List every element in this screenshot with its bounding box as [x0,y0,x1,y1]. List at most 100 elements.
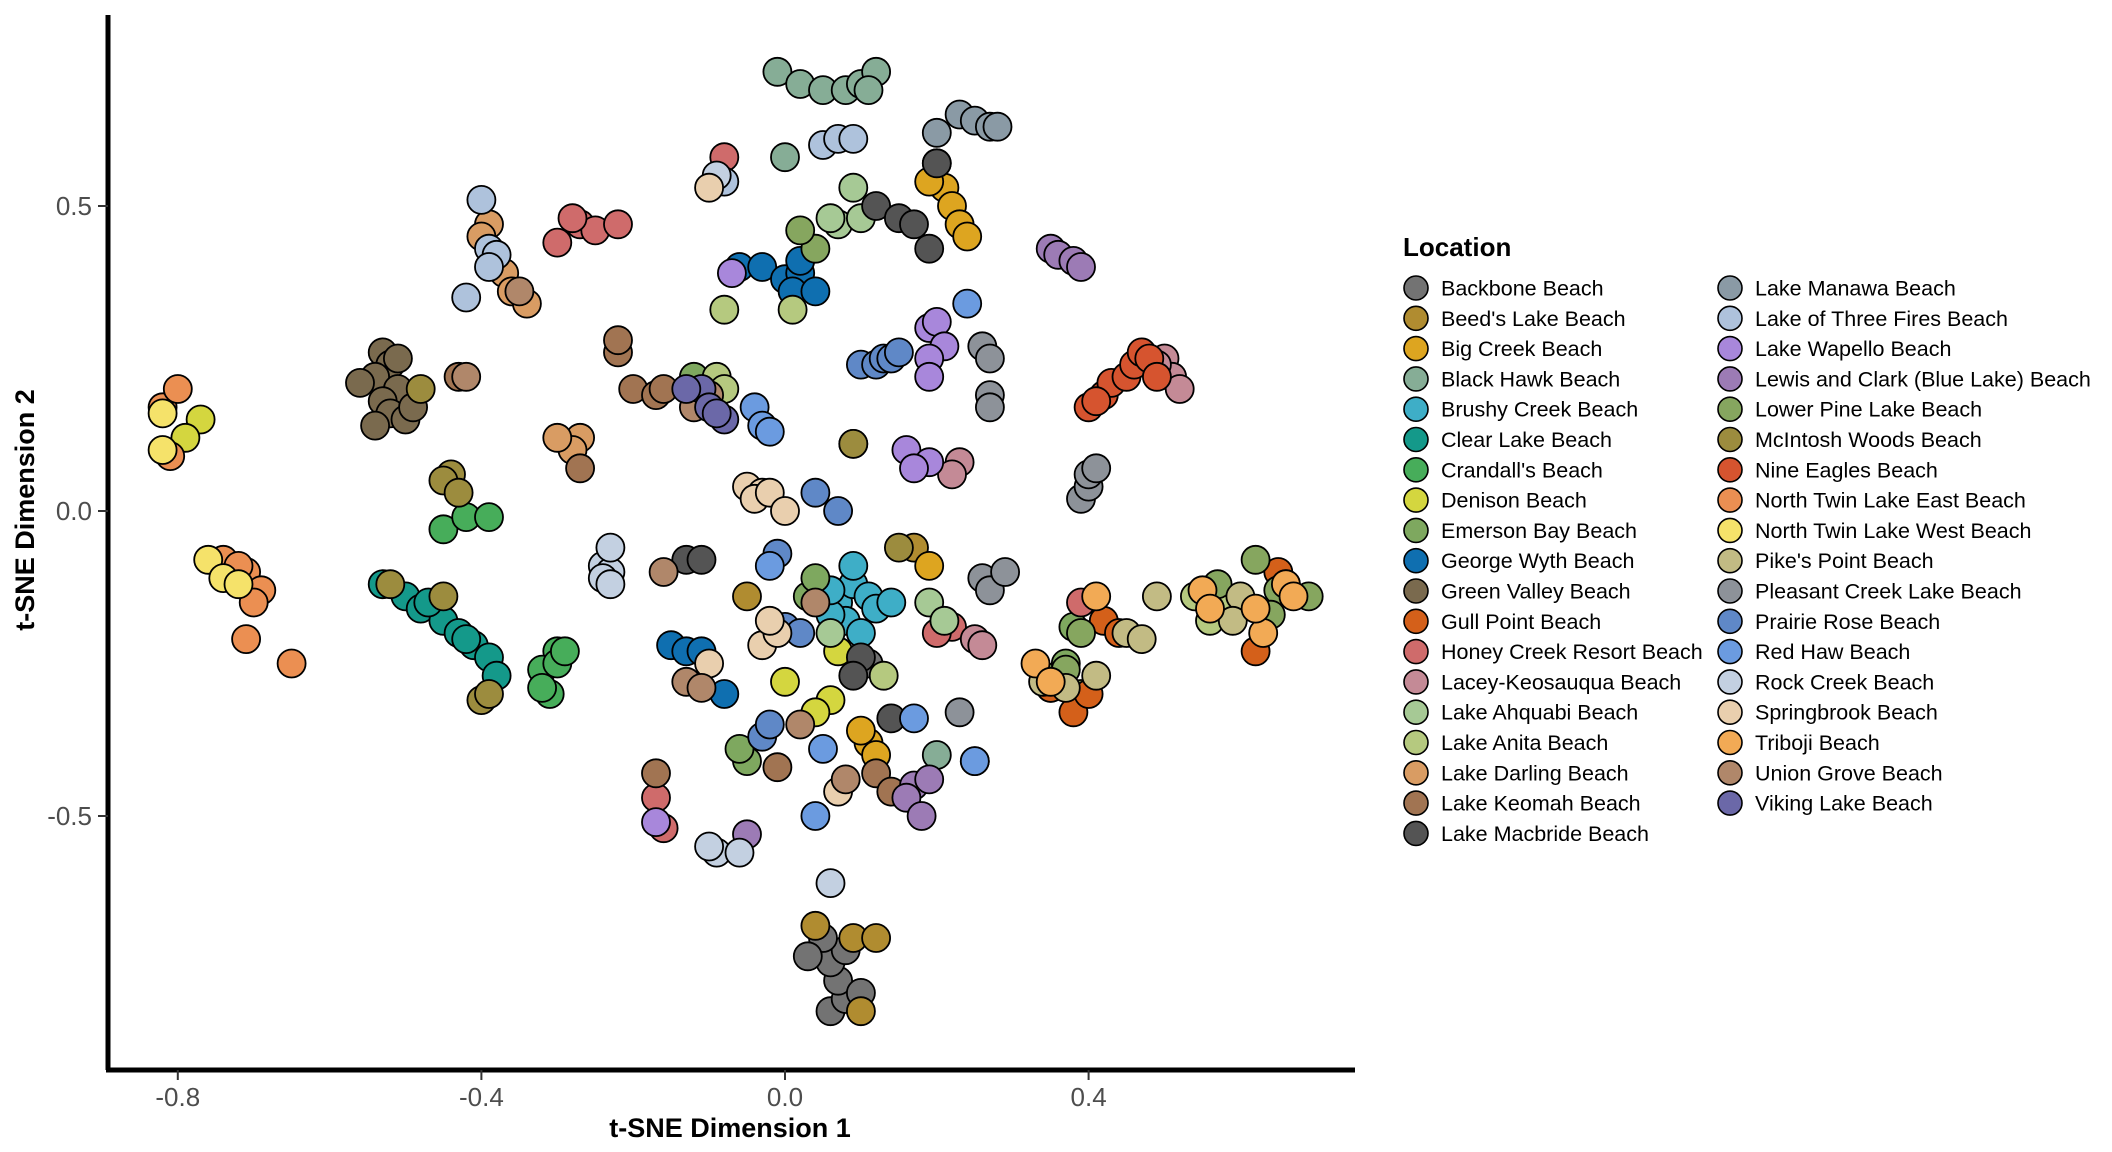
point-lower-pine-lake-beach [1240,544,1271,575]
point-rock-creek-beach [595,569,626,600]
point-lewis-and-clark-blue-lake-beach [1066,252,1096,282]
series-lake-manawa-beach [921,99,1013,148]
point-george-wyth-beach [800,276,831,307]
legend-key [1717,790,1743,816]
point-viking-lake-beach [671,374,702,404]
legend-item-lake-keomah-beach: Lake Keomah Beach [1403,790,1641,816]
point-rock-creek-beach [815,868,846,898]
point-lake-of-three-fires-beach [466,184,497,215]
point-beed-s-lake-beach [846,996,876,1027]
legend-item-lake-manawa-beach: Lake Manawa Beach [1717,275,1956,301]
point-lake-anita-beach [868,660,899,691]
legend-label: Gull Point Beach [1441,610,1601,634]
point-springbrook-beach [754,605,785,636]
point-backbone-beach [792,941,823,972]
point-big-creek-beach [914,551,945,581]
point-lake-ahquabi-beach [838,172,869,203]
series-pleasant-creek-lake-beach [944,331,1112,728]
legend-item-beed-s-lake-beach: Beed's Lake Beach [1403,305,1626,332]
point-big-creek-beach [952,221,983,252]
legend-item-union-grove-beach: Union Grove Beach [1717,759,1943,786]
legend-key [1403,669,1429,695]
point-lake-anita-beach [777,294,808,325]
point-lacey-keosauqua-beach [937,459,967,490]
point-pleasant-creek-lake-beach [1081,453,1112,484]
series-black-hawk-beach [762,56,952,770]
point-brushy-creek-beach [876,587,907,618]
point-lake-manawa-beach [921,117,952,148]
point-union-grove-beach [504,276,535,307]
legend-label: McIntosh Woods Beach [1755,428,1982,452]
legend-key [1717,366,1743,392]
legend-item-crandall-s-beach: Crandall's Beach [1403,456,1603,483]
legend-key [1403,426,1429,453]
legend-label: North Twin Lake West Beach [1755,519,2031,543]
point-lewis-and-clark-blue-lake-beach [914,764,945,795]
point-north-twin-lake-east-beach [162,374,193,404]
point-red-haw-beach [959,746,990,776]
point-lake-wapello-beach [641,807,671,837]
legend-key [1717,305,1743,332]
point-union-grove-beach [785,709,816,740]
legend-key [1403,547,1429,574]
series-union-grove-beach [451,276,861,795]
legend-key [1717,517,1743,544]
legend-item-lacey-keosauqua-beach: Lacey-Keosauqua Beach [1403,669,1681,695]
legend-item-rock-creek-beach: Rock Creek Beach [1717,669,1934,695]
legend-key [1717,759,1743,786]
legend-item-red-haw-beach: Red Haw Beach [1717,638,1910,665]
point-red-haw-beach [754,551,785,581]
point-triboji-beach [1035,666,1066,697]
legend-key [1717,669,1743,695]
point-clear-lake-beach [451,624,482,654]
legend-key [1717,729,1743,756]
series-lake-of-three-fires-beach [451,123,869,313]
legend-item-pleasant-creek-lake-beach: Pleasant Creek Lake Beach [1717,578,2022,604]
point-union-grove-beach [451,361,482,392]
legend-label: Lacey-Keosauqua Beach [1441,670,1681,694]
point-mcintosh-woods-beach [405,374,436,404]
point-beed-s-lake-beach [861,923,891,953]
point-mcintosh-woods-beach [443,477,474,508]
y-tick-label: 0.5 [56,191,92,221]
point-lake-keomah-beach [565,453,595,484]
point-pike-s-point-beach [1081,660,1112,691]
legend-key [1403,456,1429,483]
point-green-valley-beach [382,343,413,374]
point-lake-keomah-beach [762,752,793,783]
point-black-hawk-beach [762,56,793,87]
x-tick-label: 0.0 [767,1082,803,1112]
legend-label: Lower Pine Lake Beach [1755,398,1982,422]
y-tick-label: 0.0 [56,496,92,526]
point-red-haw-beach [899,703,929,734]
x-axis-ticks: -0.8 -0.4 0.0 0.4 [155,1070,1107,1112]
point-rock-creek-beach [694,831,724,862]
point-north-twin-lake-west-beach [223,569,254,600]
legend-label: Lake Darling Beach [1441,761,1629,785]
series-lake-wapello-beach [641,258,960,837]
point-green-valley-beach [360,410,391,441]
point-mcintosh-woods-beach [884,532,914,563]
point-green-valley-beach [345,367,375,398]
point-lake-ahquabi-beach [929,605,960,636]
legend-items: Backbone Beach Beed's Lake Beach Big Creek… [1403,275,2091,847]
legend-key [1403,487,1429,513]
point-lower-pine-lake-beach [1066,618,1096,648]
x-tick-label: -0.8 [155,1082,200,1112]
legend-label: Lake Ahquabi Beach [1441,701,1638,725]
legend-label: Beed's Lake Beach [1441,307,1626,331]
point-pike-s-point-beach [1126,624,1157,654]
point-honey-creek-resort-beach [542,227,573,258]
point-lewis-and-clark-blue-lake-beach [906,801,937,831]
legend-item-lake-anita-beach: Lake Anita Beach [1403,729,1608,756]
legend-item-backbone-beach: Backbone Beach [1403,275,1604,301]
legend-item-lake-darling-beach: Lake Darling Beach [1403,759,1629,786]
legend-item-denison-beach: Denison Beach [1403,487,1587,513]
point-rock-creek-beach [724,837,755,868]
point-lake-macbride-beach [914,233,945,264]
legend-key [1403,638,1429,665]
point-george-wyth-beach [747,252,778,282]
legend-item-mcintosh-woods-beach: McIntosh Woods Beach [1717,426,1982,453]
point-crandall-s-beach [474,502,504,532]
legend-item-lewis-and-clark-blue-lake-beach: Lewis and Clark (Blue Lake) Beach [1717,366,2091,392]
